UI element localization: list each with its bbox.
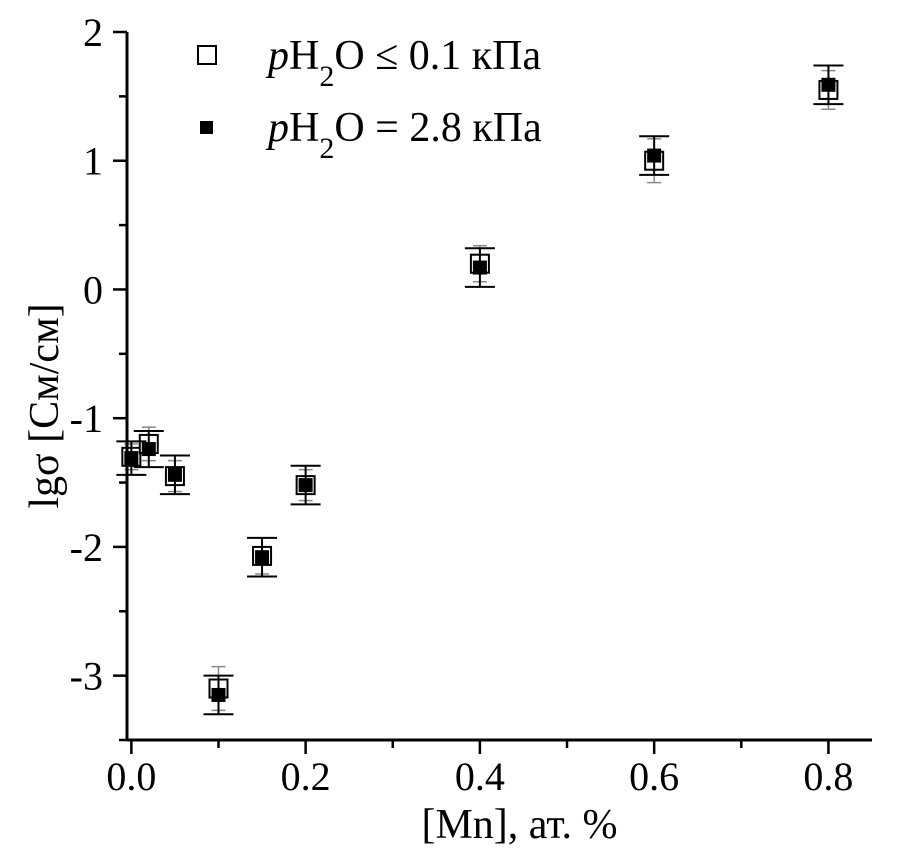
legend-marker-open-square [197,45,217,65]
x-tick-label: 0.4 [455,754,505,799]
y-tick-label: 1 [83,139,103,184]
legend-subscript: 2 [319,60,334,93]
legend-marker-filled-square [200,121,213,134]
x-tick-label: 0.6 [629,754,679,799]
data-point-filled [821,77,836,92]
x-axis-title: [Mn], ат. % [421,802,617,848]
legend-label: pH2O = 2.8 кПа [265,105,542,165]
x-tick-label: 0.0 [106,754,156,799]
y-tick-label: -1 [70,396,103,441]
data-point-filled [211,687,226,702]
x-tick-label: 0.8 [803,754,853,799]
data-point-filled [472,260,487,275]
legend-suffix: O = 2.8 кПа [334,105,542,151]
data-point-filled [167,467,182,482]
axes: 0.0 0.2 0.4 0.6 0.8 2 1 0 -1 -2 -3 [70,10,872,799]
y-tick-label: 2 [83,10,103,55]
legend-prefix: p [265,105,289,151]
y-tick-label: -3 [70,654,103,699]
data-point-filled [647,148,662,163]
legend-main: H [289,105,319,151]
legend-main: H [289,33,319,79]
data-point-filled [298,478,313,493]
y-tick-label: -2 [70,525,103,570]
plot-area [116,64,844,716]
series-wet [116,64,844,716]
data-point-filled [255,550,270,565]
legend-label: pH2O ≤ 0.1 кПа [265,33,541,93]
data-point-filled [141,442,156,457]
legend-prefix: p [265,33,289,79]
series-dry [121,69,839,712]
y-axis-title: lgσ [См/см] [22,303,68,508]
legend-suffix: O ≤ 0.1 кПа [334,33,541,79]
y-tick-label: 0 [83,267,103,312]
legend-subscript: 2 [319,132,334,165]
x-tick-label: 0.2 [281,754,331,799]
